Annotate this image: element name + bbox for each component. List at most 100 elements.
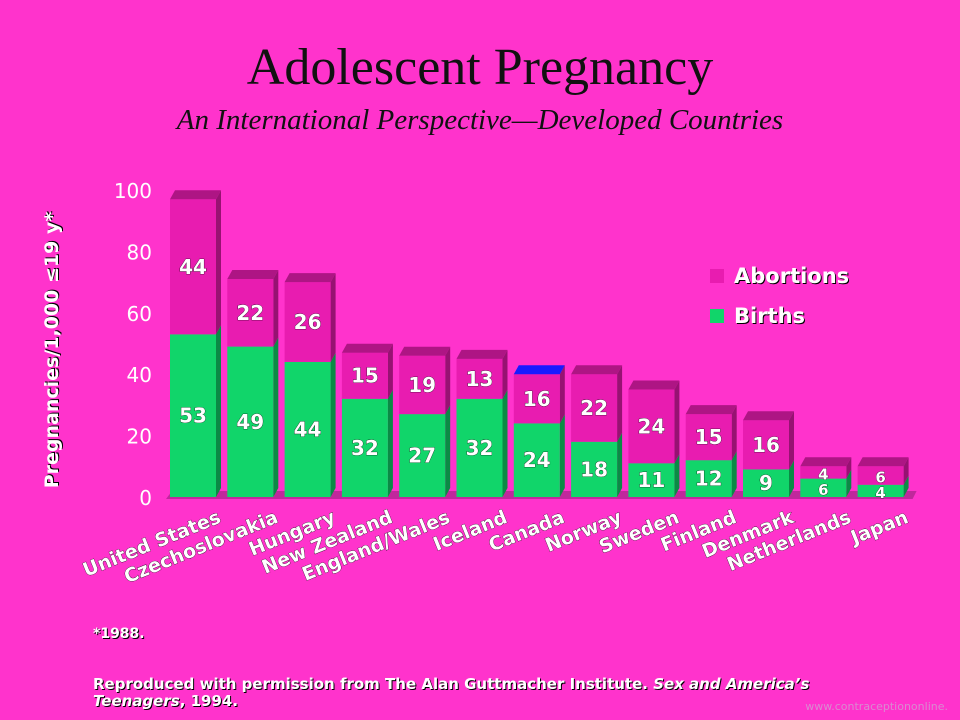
bar-side-births xyxy=(789,460,794,497)
legend-item-abortions: Abortions xyxy=(710,256,849,296)
bar-side-abortions xyxy=(502,349,508,399)
data-label-abortions: 44 xyxy=(179,255,207,279)
bar-abortions xyxy=(800,466,847,479)
legend-item-births: Births xyxy=(710,296,849,336)
legend-label-abortions: Abortions xyxy=(734,264,850,288)
bar-abortions xyxy=(341,352,388,399)
data-label-abortions: 16 xyxy=(523,387,551,411)
credit-suffix: , 1994. xyxy=(179,692,239,710)
bar-top xyxy=(628,380,680,390)
bar-births xyxy=(170,334,216,497)
bar-top xyxy=(743,411,794,421)
data-label-births: 12 xyxy=(695,467,723,491)
legend-swatch-births xyxy=(710,309,724,323)
bar-side-abortions xyxy=(617,365,623,442)
bar-side-abortions xyxy=(273,270,279,347)
bar-side-births xyxy=(731,451,737,497)
data-label-abortions: 19 xyxy=(408,373,436,397)
bar-births xyxy=(571,441,618,497)
data-label-births: 32 xyxy=(351,436,379,460)
bar-births xyxy=(227,346,274,497)
data-label-abortions: 6 xyxy=(875,469,885,487)
data-label-abortions: 13 xyxy=(466,367,494,391)
bar-side-births xyxy=(387,389,393,497)
legend-label-births: Births xyxy=(734,304,806,328)
bar-top xyxy=(571,365,623,375)
bar-side-births xyxy=(502,389,508,497)
bar-abortions xyxy=(170,199,216,335)
bar-side-births xyxy=(846,469,852,497)
bar-side-abortions xyxy=(674,380,680,464)
y-tick-label: 0 xyxy=(139,486,152,510)
bar-side-abortions xyxy=(731,405,737,461)
bar-side-births xyxy=(273,337,279,497)
bar-abortions xyxy=(571,374,618,442)
bar-top xyxy=(341,343,393,353)
bar-births xyxy=(743,469,789,497)
data-label-abortions: 24 xyxy=(637,414,665,438)
data-label-births: 49 xyxy=(236,410,264,434)
bar-side-births xyxy=(559,414,565,497)
y-tick-label: 100 xyxy=(114,179,152,203)
bar-births xyxy=(341,398,388,497)
data-label-abortions: 15 xyxy=(351,364,379,388)
bar-side-abortions xyxy=(216,190,221,335)
bar-births xyxy=(399,414,446,497)
bar-abortions xyxy=(456,358,503,399)
data-label-births: 18 xyxy=(580,457,608,481)
data-label-births: 53 xyxy=(179,404,207,428)
data-label-births: 27 xyxy=(408,444,436,468)
bar-top xyxy=(513,365,565,375)
bar-births xyxy=(800,478,847,497)
bar-top xyxy=(685,405,737,415)
y-axis-label: Pregnancies/1,000 ≤19 y* xyxy=(41,211,63,489)
bar-side-births xyxy=(445,405,451,497)
bar-abortions xyxy=(685,414,732,461)
chart-subtitle: An International Perspective—Developed C… xyxy=(176,104,784,136)
bar-abortions xyxy=(399,355,446,415)
bar-side-abortions xyxy=(387,343,393,399)
bar-side-births xyxy=(216,325,221,497)
bar-abortions xyxy=(227,279,274,347)
source-credit: Reproduced with permission from The Alan… xyxy=(93,676,813,710)
bar-side-births xyxy=(617,432,623,497)
data-label-births: 44 xyxy=(294,417,322,441)
data-label-births: 6 xyxy=(818,481,828,499)
bar-births xyxy=(456,398,503,497)
bar-side-births xyxy=(903,475,909,497)
bar-abortions xyxy=(857,466,904,485)
data-label-births: 32 xyxy=(466,436,494,460)
bar-abortions xyxy=(743,420,789,470)
credit-book-title: Sex and America’s Teenagers xyxy=(93,675,810,710)
data-label-abortions: 16 xyxy=(752,433,780,457)
bar-top xyxy=(170,190,221,200)
bar-abortions xyxy=(628,389,675,464)
data-label-abortions: 22 xyxy=(236,301,264,325)
bar-births xyxy=(284,361,331,497)
bar-side-births xyxy=(674,454,680,497)
y-tick-label: 60 xyxy=(127,302,152,326)
y-tick-label: 20 xyxy=(127,425,152,449)
bar-side-abortions xyxy=(445,346,451,415)
bar-top xyxy=(857,457,909,467)
bar-abortions xyxy=(513,374,560,424)
data-label-births: 24 xyxy=(523,448,551,472)
data-label-births: 9 xyxy=(759,471,773,495)
bar-births xyxy=(685,460,732,497)
bar-top xyxy=(284,273,336,283)
bar-top xyxy=(227,270,279,280)
bar-births xyxy=(628,463,675,497)
bar-births xyxy=(857,484,904,497)
data-label-abortions: 15 xyxy=(695,425,723,449)
bar-births xyxy=(513,423,560,497)
bar-top xyxy=(456,349,508,359)
bar-side-abortions xyxy=(789,411,794,470)
data-label-abortions: 4 xyxy=(818,465,828,483)
bar-side-abortions xyxy=(330,273,336,362)
credit-prefix: Reproduced with permission from The Alan… xyxy=(93,675,654,693)
footnote: *1988. xyxy=(93,626,145,642)
legend: Abortions Births xyxy=(710,256,849,336)
bar-top xyxy=(800,457,852,467)
y-tick-label: 40 xyxy=(127,363,152,387)
